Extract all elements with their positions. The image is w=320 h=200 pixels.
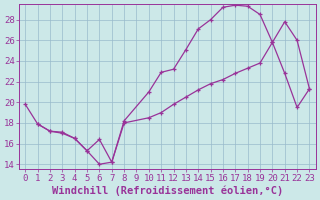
X-axis label: Windchill (Refroidissement éolien,°C): Windchill (Refroidissement éolien,°C) [52,185,283,196]
